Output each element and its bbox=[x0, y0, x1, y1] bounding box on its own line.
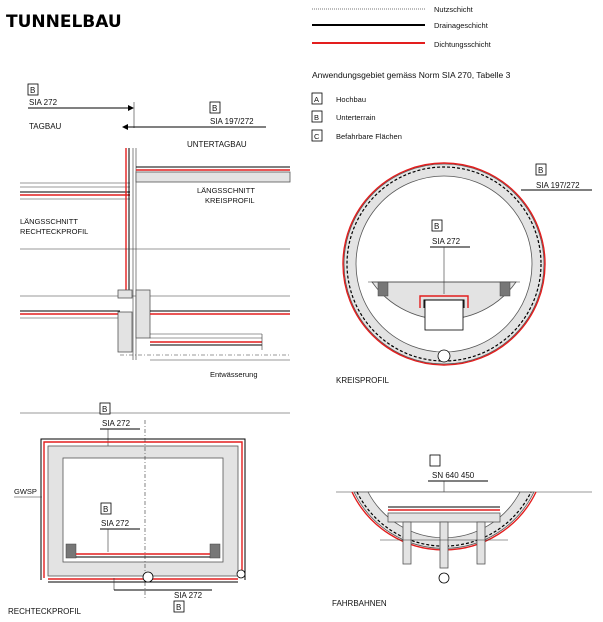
label-laengs-recht-1: LÄNGSSCHNITT bbox=[20, 217, 78, 226]
letter-c: C bbox=[314, 132, 320, 141]
label-entwaesserung: Entwässerung bbox=[210, 370, 258, 379]
seal-layer bbox=[43, 441, 243, 578]
side-block bbox=[377, 281, 389, 297]
road-deck bbox=[387, 512, 501, 523]
legend-drainageschicht: Drainageschicht bbox=[434, 21, 489, 30]
label-gwsp: GWSP bbox=[14, 487, 37, 496]
wall-block bbox=[117, 311, 133, 353]
letter-box-b bbox=[311, 110, 323, 123]
support-column bbox=[476, 521, 486, 565]
tag-b-recht-bot-letter: B bbox=[176, 603, 181, 612]
tag-b-sia197-norm: SIA 197/272 bbox=[210, 117, 254, 126]
tag-b-sia197-kreis-letter: B bbox=[538, 166, 543, 175]
application-heading: Anwendungsgebiet gemäss Norm SIA 270, Ta… bbox=[312, 70, 511, 80]
drain-pipe bbox=[236, 569, 246, 579]
tag-b-recht-mid-norm: SIA 272 bbox=[101, 519, 130, 528]
seal-ring bbox=[342, 162, 546, 366]
tag-b-sia197-letter-box bbox=[209, 101, 221, 114]
tunnel-interior bbox=[62, 457, 224, 563]
label-fahrbahnen: FAHRBAHNEN bbox=[332, 599, 387, 608]
label-befahrbare-flaechen: Befahrbare Flächen bbox=[336, 132, 402, 141]
legend-dichtungsschicht: Dichtungsschicht bbox=[434, 40, 492, 49]
label-tagbau: TAGBAU bbox=[29, 122, 62, 131]
tag-b-sia272-letter-box bbox=[27, 83, 39, 96]
page-title: TUNNELBAU bbox=[6, 12, 122, 32]
label-unterterrain: Unterterrain bbox=[336, 113, 376, 122]
tag-b-sia197-kreis-norm: SIA 197/272 bbox=[536, 181, 580, 190]
legend-nutzschicht: Nutzschicht bbox=[434, 5, 474, 14]
label-untertagbau: UNTERTAGBAU bbox=[187, 140, 247, 149]
tag-c-norm: SN 640 450 bbox=[432, 471, 475, 480]
label-laengs-kreis-1: LÄNGSSCHNITT bbox=[197, 186, 255, 195]
channel-drainage bbox=[423, 299, 465, 308]
central-channel bbox=[424, 299, 464, 331]
support-column bbox=[439, 521, 449, 569]
tag-c-box bbox=[429, 454, 441, 467]
kreisprofil-section: B SIA 197/272 B SIA 272 KREISPROFIL bbox=[336, 162, 592, 385]
tag-b-sia272-kreis-norm: SIA 272 bbox=[432, 237, 461, 246]
arrow-head-icon bbox=[128, 105, 134, 111]
label-hochbau: Hochbau bbox=[336, 95, 366, 104]
tag-b-recht-top-letter: B bbox=[102, 405, 107, 414]
arrow-head-icon bbox=[122, 124, 128, 130]
tag-b-sia272-kreis-box bbox=[431, 219, 443, 232]
side-block bbox=[499, 281, 511, 297]
side-block bbox=[65, 543, 77, 559]
tag-b-recht-mid-letter: B bbox=[103, 505, 108, 514]
layer-legend: Nutzschicht Drainageschicht Dichtungssch… bbox=[312, 5, 492, 49]
letter-box-c bbox=[311, 129, 323, 142]
letter-a: A bbox=[314, 95, 319, 104]
label-laengs-recht-2: RECHTECKPROFIL bbox=[20, 227, 88, 236]
label-laengs-kreis-2: KREISPROFIL bbox=[205, 196, 255, 205]
fahrbahnen-section: C SN 640 450 FAHRBAHNEN bbox=[332, 454, 592, 608]
drain-pipe bbox=[142, 571, 154, 583]
tag-b-recht-bot-norm: SIA 272 bbox=[174, 591, 203, 600]
tag-b-recht-top-norm: SIA 272 bbox=[102, 419, 131, 428]
tag-b-sia272-norm: SIA 272 bbox=[29, 98, 58, 107]
longitudinal-section: B SIA 272 B SIA 197/272 TAGBAU UNTERTAGB… bbox=[20, 83, 291, 379]
tag-b-recht-mid-box bbox=[100, 502, 112, 515]
tag-b-sia197-kreis-box bbox=[535, 163, 547, 176]
label-kreisprofil: KREISPROFIL bbox=[336, 376, 389, 385]
joint-block bbox=[117, 289, 133, 299]
tag-b-recht-bot-box bbox=[173, 600, 185, 613]
drainage-layer bbox=[40, 438, 246, 580]
drain-pipe bbox=[438, 572, 450, 584]
tag-b-sia197-letter: B bbox=[212, 104, 217, 113]
application-list: Anwendungsgebiet gemäss Norm SIA 270, Ta… bbox=[311, 70, 511, 142]
label-rechteckprofil: RECHTECKPROFIL bbox=[8, 607, 81, 616]
tag-b-sia272-kreis-letter: B bbox=[434, 222, 439, 231]
crown-slab bbox=[135, 171, 291, 183]
side-block bbox=[209, 543, 221, 559]
tag-b-recht-top-box bbox=[99, 402, 111, 415]
rechteckprofil-section: B SIA 272 GWSP B SIA 272 SIA 272 B RECHT… bbox=[8, 402, 290, 616]
letter-b: B bbox=[314, 113, 319, 122]
support-column bbox=[402, 521, 412, 565]
tag-b-sia272-letter: B bbox=[30, 86, 35, 95]
channel-seal bbox=[419, 295, 469, 308]
letter-box-a bbox=[311, 92, 323, 105]
drain-pipe bbox=[437, 349, 451, 363]
wall-block bbox=[135, 289, 151, 339]
